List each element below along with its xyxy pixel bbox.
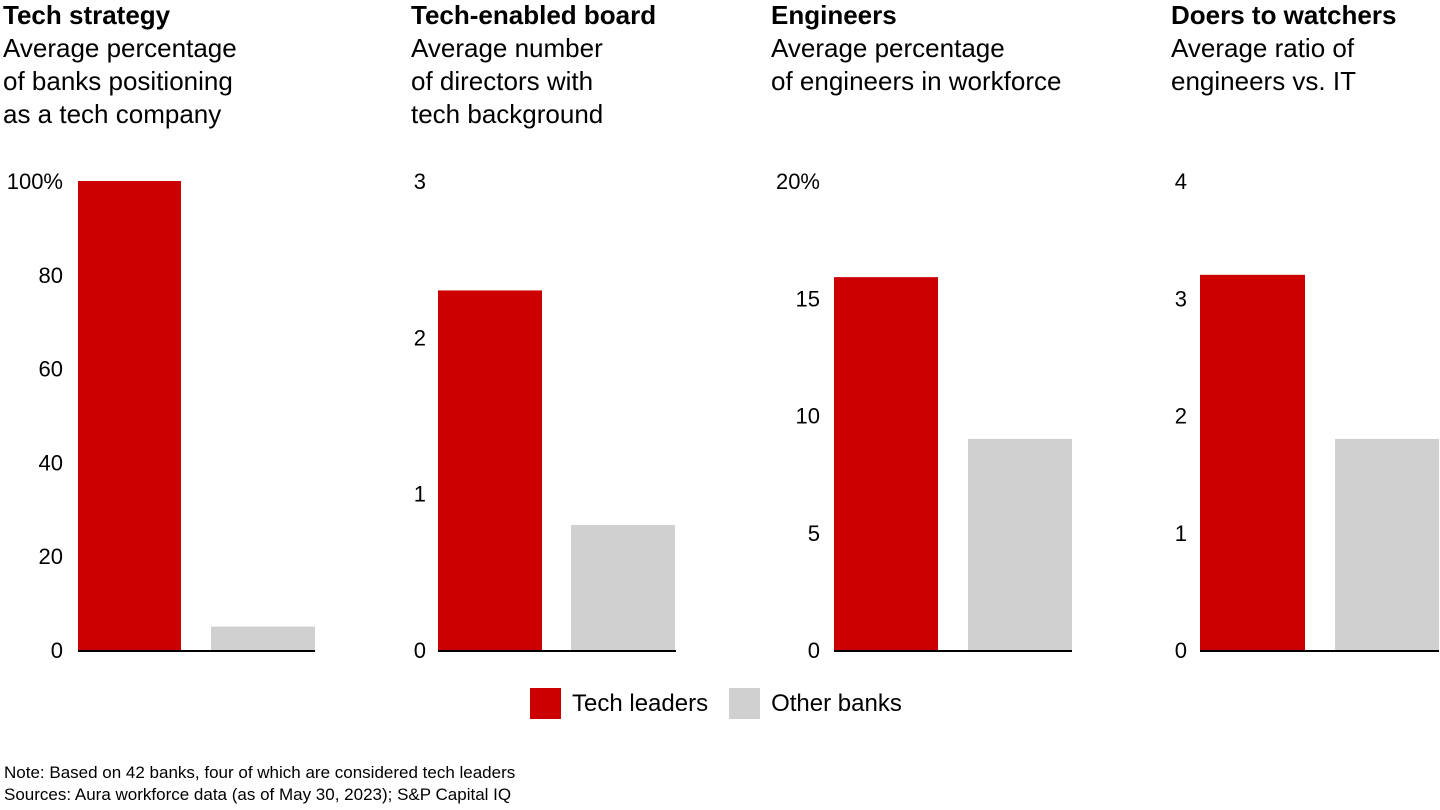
tick-label-doers-to-watchers-4: 4 bbox=[1175, 169, 1187, 194]
bar-tech-strategy-tech-leaders bbox=[78, 181, 181, 650]
bar-tech-strategy-other-banks bbox=[211, 626, 315, 650]
panel-title-engineers: Engineers bbox=[771, 0, 897, 30]
legend: Tech leaders Other banks bbox=[530, 688, 923, 719]
tick-label-engineers-1: 5 bbox=[808, 521, 820, 546]
note-text: Note: Based on 42 banks, four of which a… bbox=[4, 763, 516, 782]
bar-tech-enabled-board-other-banks bbox=[571, 524, 675, 650]
tick-label-tech-strategy-2: 40 bbox=[39, 450, 63, 475]
bar-engineers-tech-leaders bbox=[834, 277, 938, 650]
tick-label-engineers-0: 0 bbox=[808, 638, 820, 663]
tick-label-tech-strategy-3: 60 bbox=[39, 357, 63, 382]
tick-label-doers-to-watchers-2: 2 bbox=[1175, 404, 1187, 429]
bar-engineers-other-banks bbox=[968, 438, 1072, 650]
legend-swatch-other-banks bbox=[729, 688, 761, 719]
panel-subtitle-engineers: Average percentage of engineers in workf… bbox=[771, 33, 1062, 96]
tick-label-doers-to-watchers-1: 1 bbox=[1175, 521, 1187, 546]
panel-subtitle-tech-strategy: Average percentage of banks positioning … bbox=[3, 33, 237, 129]
tick-label-engineers-2: 10 bbox=[796, 404, 820, 429]
panel-title-tech-strategy: Tech strategy bbox=[3, 0, 171, 30]
bar-doers-to-watchers-tech-leaders bbox=[1200, 274, 1305, 650]
footnotes: Note: Based on 42 banks, four of which a… bbox=[4, 762, 515, 806]
tick-label-tech-strategy-1: 20 bbox=[39, 544, 63, 569]
legend-label-tech-leaders: Tech leaders bbox=[572, 689, 709, 717]
tick-label-tech-enabled-board-0: 0 bbox=[414, 638, 426, 663]
legend-swatch-tech-leaders bbox=[530, 688, 561, 719]
tick-label-tech-strategy-0: 0 bbox=[51, 638, 63, 663]
sources-text: Sources: Aura workforce data (as of May … bbox=[4, 785, 512, 804]
tick-label-engineers-4: 20% bbox=[776, 169, 820, 194]
tick-label-tech-strategy-5: 100% bbox=[7, 169, 63, 194]
panel-subtitle-doers-to-watchers: Average ratio of engineers vs. IT bbox=[1171, 33, 1356, 96]
bar-tech-enabled-board-tech-leaders bbox=[438, 290, 542, 650]
tick-label-doers-to-watchers-0: 0 bbox=[1175, 638, 1187, 663]
tick-label-doers-to-watchers-3: 3 bbox=[1175, 286, 1187, 311]
panel-title-doers-to-watchers: Doers to watchers bbox=[1171, 0, 1397, 30]
legend-label-other-banks: Other banks bbox=[771, 689, 902, 717]
panel-title-tech-enabled-board: Tech-enabled board bbox=[411, 0, 657, 30]
bar-doers-to-watchers-other-banks bbox=[1335, 438, 1439, 650]
tick-label-tech-enabled-board-1: 1 bbox=[414, 482, 426, 507]
tick-label-tech-enabled-board-3: 3 bbox=[414, 169, 426, 194]
tick-label-engineers-3: 15 bbox=[796, 286, 820, 311]
tick-label-tech-strategy-4: 80 bbox=[39, 263, 63, 288]
panel-subtitle-tech-enabled-board: Average number of directors with tech ba… bbox=[411, 33, 604, 129]
tick-label-tech-enabled-board-2: 2 bbox=[414, 325, 426, 350]
